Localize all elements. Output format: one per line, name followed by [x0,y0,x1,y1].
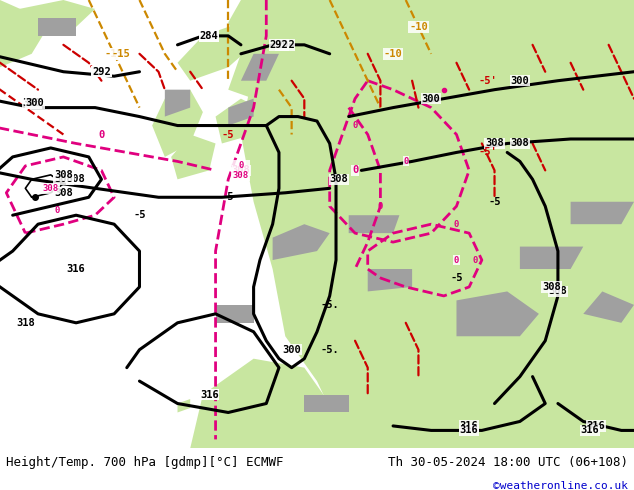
Text: -5: -5 [488,197,501,207]
Polygon shape [0,0,51,67]
Text: 0: 0 [473,256,478,265]
Text: -10: -10 [409,22,428,32]
Polygon shape [19,0,95,36]
Text: 0: 0 [454,220,459,229]
Text: 0: 0 [98,129,105,140]
Text: 316: 316 [580,425,599,436]
Polygon shape [266,394,368,448]
Polygon shape [304,394,349,413]
Text: -15: -15 [105,49,124,59]
Polygon shape [368,394,634,448]
Text: 318: 318 [16,318,35,328]
Polygon shape [571,202,634,224]
Polygon shape [190,359,330,448]
Text: 316: 316 [67,264,86,274]
Polygon shape [241,54,279,81]
Text: 308: 308 [542,282,561,292]
Polygon shape [228,98,254,125]
Polygon shape [241,0,634,448]
Polygon shape [152,90,203,157]
Polygon shape [349,359,507,448]
Polygon shape [228,0,317,98]
Text: 300: 300 [22,98,41,108]
Text: 0: 0 [98,129,105,140]
Text: 308: 308 [54,188,73,198]
Text: -5': -5' [479,147,498,157]
Text: Th 30-05-2024 18:00 UTC (06+108): Th 30-05-2024 18:00 UTC (06+108) [387,456,628,469]
Text: 308: 308 [42,184,59,193]
Polygon shape [456,292,539,336]
Text: 300: 300 [25,98,44,108]
Text: 284: 284 [200,31,219,41]
Polygon shape [38,18,76,36]
Text: -5: -5 [222,129,235,140]
Text: 308: 308 [231,165,250,175]
Text: 0: 0 [454,256,459,265]
Polygon shape [228,0,279,54]
Text: 316: 316 [460,425,479,436]
Text: 292: 292 [269,40,288,50]
Text: -5: -5 [222,192,235,202]
Text: 300: 300 [510,75,529,86]
Polygon shape [216,98,266,144]
Polygon shape [520,246,583,269]
Polygon shape [583,292,634,323]
Text: 300: 300 [282,344,301,355]
Text: 292: 292 [92,67,111,77]
Polygon shape [273,224,330,260]
Polygon shape [178,399,190,413]
Text: 316: 316 [200,390,219,399]
Text: -5: -5 [133,210,146,220]
Text: -5.: -5. [320,344,339,355]
Text: 0: 0 [353,121,358,130]
Text: 284: 284 [200,31,219,41]
Text: 308: 308 [330,174,349,184]
Text: Height/Temp. 700 hPa [gdmp][°C] ECMWF: Height/Temp. 700 hPa [gdmp][°C] ECMWF [6,456,284,469]
Text: 308: 308 [67,174,86,184]
Text: -10: -10 [384,49,403,59]
Text: 0: 0 [403,157,408,166]
Text: 308: 308 [510,139,529,148]
Polygon shape [368,269,412,292]
Text: 308: 308 [54,174,73,184]
Polygon shape [178,23,254,81]
Text: ©weatheronline.co.uk: ©weatheronline.co.uk [493,481,628,490]
Text: 308: 308 [54,170,73,180]
Text: -5: -5 [450,273,463,283]
Polygon shape [355,314,412,359]
Text: 292: 292 [92,67,111,77]
Text: 316: 316 [67,264,86,274]
Polygon shape [165,90,190,117]
Polygon shape [216,305,254,323]
Text: 0: 0 [352,165,358,175]
Text: -15: -15 [111,49,130,59]
Text: 0: 0 [55,206,60,215]
Text: 316: 316 [586,421,605,431]
Text: 316: 316 [460,421,479,431]
Text: -5': -5' [479,75,498,86]
Polygon shape [171,135,216,179]
Text: 0
308: 0 308 [233,161,249,180]
Text: 308: 308 [548,287,567,296]
Text: 292: 292 [276,40,295,50]
Text: -5.: -5. [320,300,339,310]
Text: 300: 300 [422,94,441,104]
Polygon shape [292,278,342,336]
Text: 308: 308 [485,139,504,148]
Text: 0: 0 [378,202,383,211]
Polygon shape [349,215,399,233]
Text: 316: 316 [200,390,219,399]
